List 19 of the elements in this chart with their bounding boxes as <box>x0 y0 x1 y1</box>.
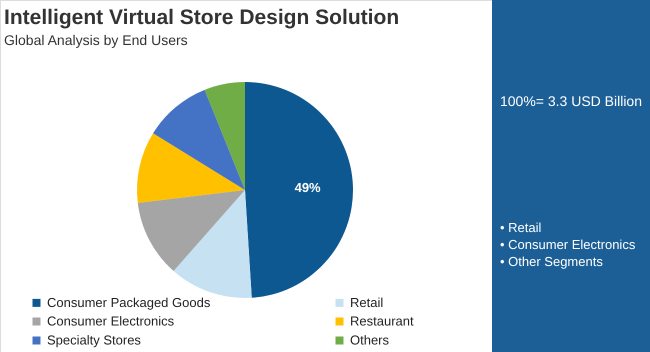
legend-label: Consumer Packaged Goods <box>47 294 211 310</box>
pie-slice <box>204 82 245 190</box>
pie-slice <box>174 190 252 298</box>
legend-label: Others <box>350 332 390 348</box>
chart-title: Intelligent Virtual Store Design Solution <box>4 6 400 29</box>
legend-label: Consumer Electronics <box>47 314 175 328</box>
legend-label: Specialty Stores <box>47 332 142 348</box>
pie-slice <box>138 190 245 272</box>
pie-slice <box>153 90 245 190</box>
text: • Retail <box>500 220 542 235</box>
pie-slice <box>245 82 353 298</box>
data-label: 49% <box>294 180 322 196</box>
text: • Consumer Electronics <box>500 237 636 252</box>
pie-slice <box>137 133 245 203</box>
text: • Other Segments <box>500 254 604 269</box>
legend-label: Retail <box>350 294 384 310</box>
legend-label: Restaurant <box>350 314 414 328</box>
text: 100%= 3.3 USD Billion <box>500 93 642 109</box>
chart-subtitle: Global Analysis by End Users <box>4 32 188 48</box>
